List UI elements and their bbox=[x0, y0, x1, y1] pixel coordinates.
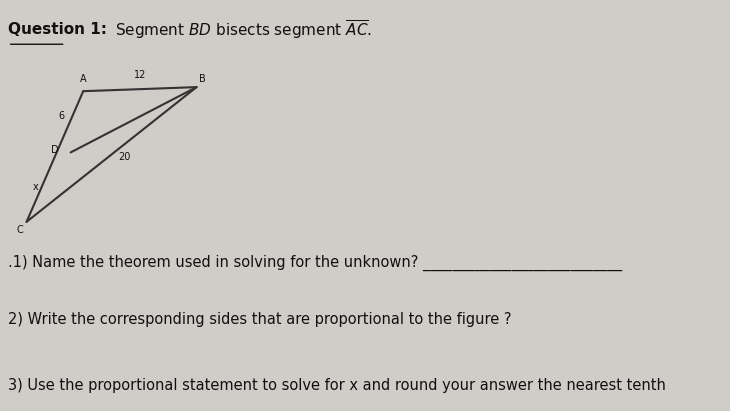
Text: B: B bbox=[199, 74, 206, 84]
Text: 12: 12 bbox=[134, 70, 146, 80]
Text: D: D bbox=[51, 145, 58, 155]
Text: A: A bbox=[80, 74, 87, 84]
Text: 2) Write the corresponding sides that are proportional to the figure ?: 2) Write the corresponding sides that ar… bbox=[8, 312, 511, 327]
Text: x: x bbox=[33, 182, 39, 192]
Text: Question 1:: Question 1: bbox=[8, 23, 107, 37]
Text: 3) Use the proportional statement to solve for x and round your answer the neare: 3) Use the proportional statement to sol… bbox=[8, 378, 666, 393]
Text: C: C bbox=[17, 225, 23, 235]
Text: 6: 6 bbox=[58, 111, 64, 121]
Text: .1) Name the theorem used in solving for the unknown? __________________________: .1) Name the theorem used in solving for… bbox=[8, 254, 622, 271]
Text: 20: 20 bbox=[118, 152, 131, 162]
Text: Segment $BD$ bisects segment $\overline{AC}$.: Segment $BD$ bisects segment $\overline{… bbox=[115, 18, 372, 42]
